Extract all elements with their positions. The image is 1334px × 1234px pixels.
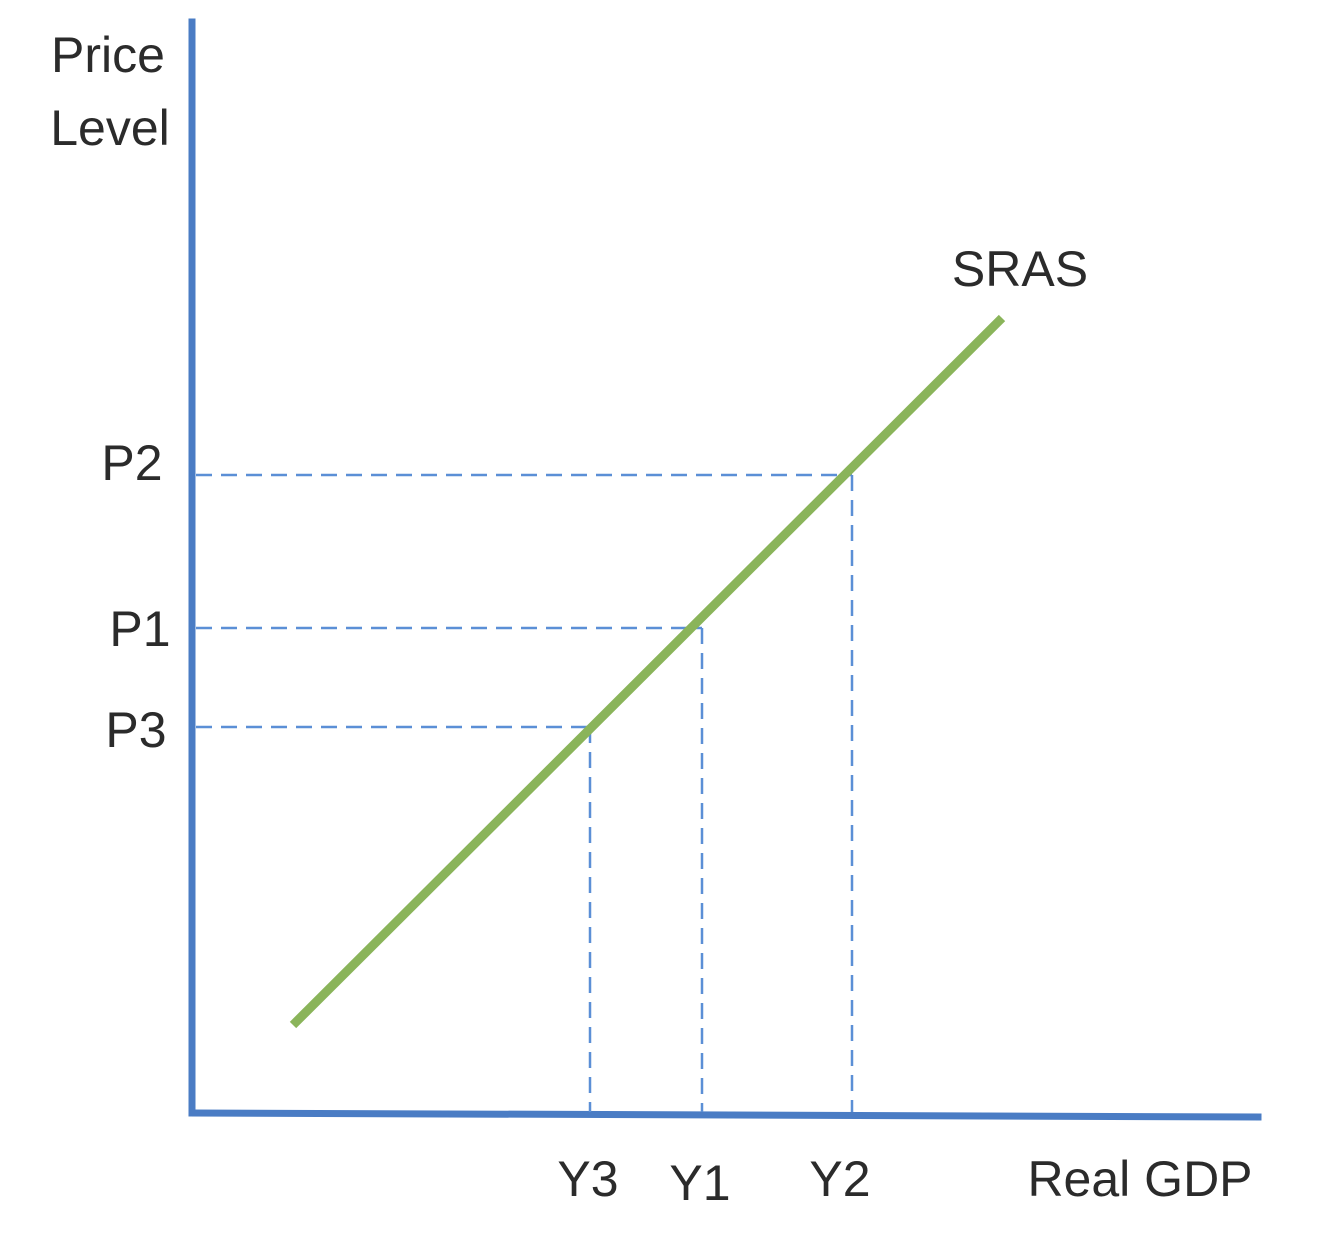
price-label-p1: P1 <box>109 601 170 657</box>
output-label-y2: Y2 <box>809 1151 870 1207</box>
x-axis-label: Real GDP <box>1027 1151 1252 1207</box>
x-axis <box>188 1109 1262 1121</box>
sras-label: SRAS <box>952 241 1088 297</box>
y-axis-label-line1: Price <box>51 27 165 83</box>
y-axis-label-line2: Level <box>50 100 170 156</box>
output-label-y1: Y1 <box>669 1155 730 1211</box>
price-label-p3: P3 <box>105 702 166 758</box>
output-label-y3: Y3 <box>557 1151 618 1207</box>
sras-curve <box>289 314 1006 1029</box>
price-label-p2: P2 <box>101 435 162 491</box>
